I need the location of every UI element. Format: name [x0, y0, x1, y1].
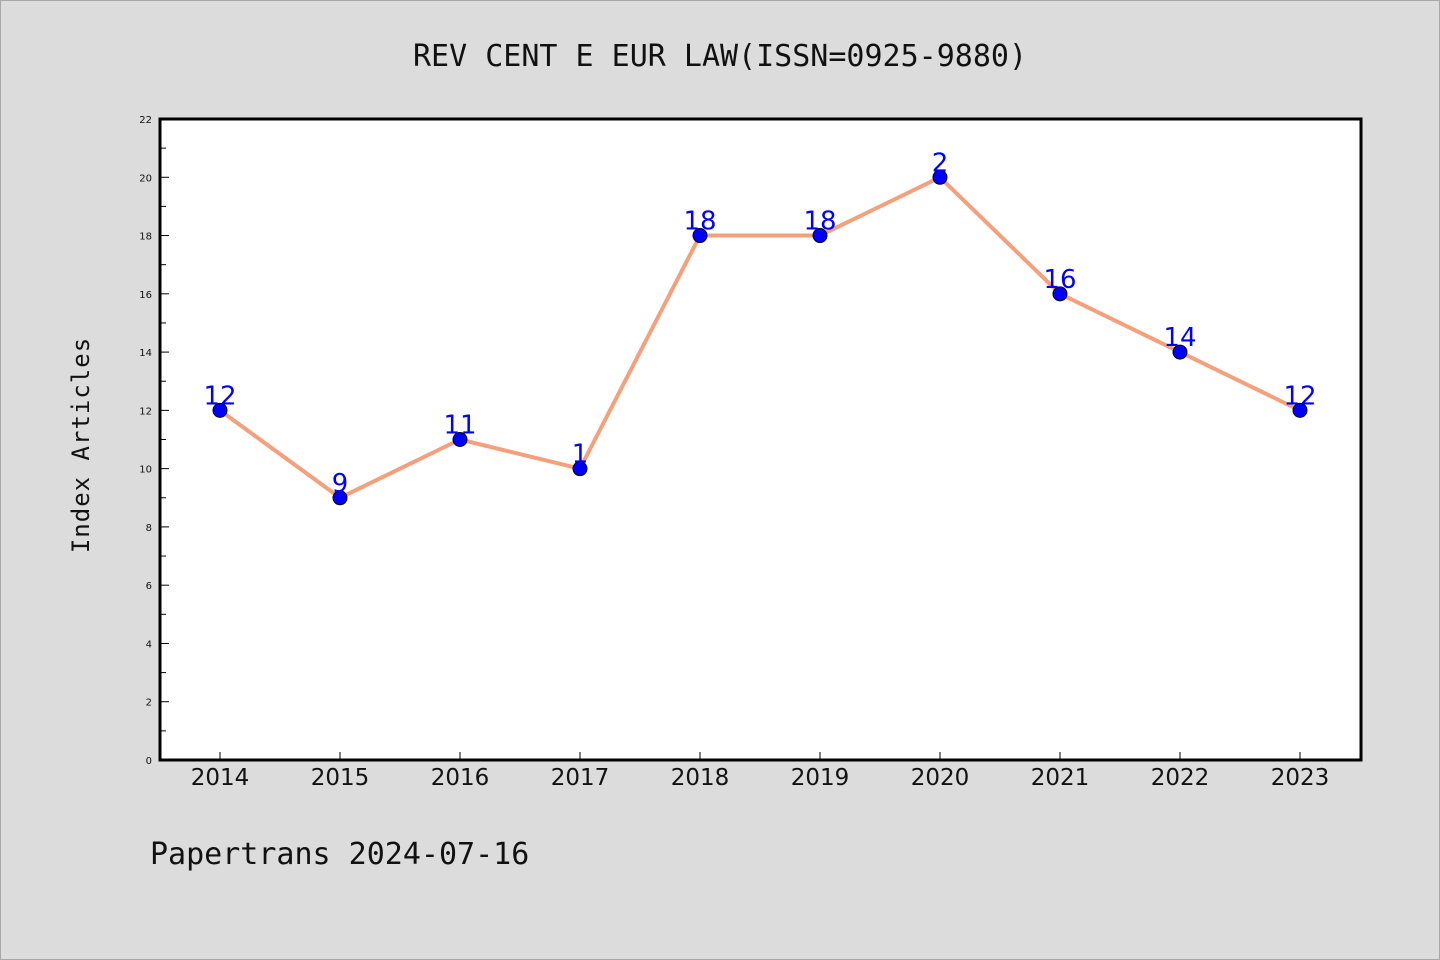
data-point [452, 432, 468, 447]
data-label: 14 [1163, 323, 1196, 353]
data-label: 1 [572, 440, 589, 470]
data-point [932, 169, 948, 185]
footer-credit: Papertrans 2024-07-16 [150, 837, 529, 872]
y-tick-label: 10 [139, 465, 152, 476]
data-label: 11 [443, 411, 476, 441]
x-tick-label: 2021 [1031, 765, 1090, 791]
x-tick-label: 2018 [671, 765, 730, 791]
y-tick-label: 18 [139, 232, 152, 243]
data-label: 16 [1043, 265, 1076, 295]
x-tick-label: 2022 [1151, 765, 1210, 791]
y-tick-label: 16 [139, 290, 152, 301]
x-axis: 2014 2015 2016 2017 2018 2019 2020 2021 2022 2023 [191, 752, 1330, 791]
x-tick-label: 2023 [1271, 765, 1330, 791]
data-label: 2 [932, 148, 949, 178]
data-label: 12 [1283, 381, 1316, 411]
y-tick-label: 8 [146, 523, 152, 534]
y-tick-label: 20 [139, 173, 152, 184]
x-tick-label: 2016 [431, 765, 490, 791]
y-tick-label: 6 [146, 581, 152, 592]
series-line [218, 175, 1302, 500]
y-axis: 0 2 4 6 8 10 12 14 16 18 20 22 [139, 115, 169, 767]
y-tick-label: 14 [139, 348, 152, 359]
data-label: 18 [683, 207, 716, 237]
data-point [692, 228, 708, 244]
data-point [1292, 402, 1308, 418]
data-point [1172, 344, 1188, 360]
x-tick-label: 2015 [311, 765, 370, 791]
plot-area [158, 117, 1363, 762]
x-tick-label: 2020 [911, 765, 970, 791]
y-tick-label: 12 [139, 406, 152, 417]
data-point [1052, 286, 1068, 302]
y-tick-label: 0 [146, 756, 152, 767]
data-label: 9 [332, 469, 349, 499]
x-tick-label: 2017 [551, 765, 610, 791]
data-label: 18 [803, 207, 836, 237]
y-tick-label: 4 [146, 639, 152, 650]
y-tick-label: 2 [146, 698, 152, 709]
data-point [812, 228, 828, 244]
y-tick-label: 22 [139, 115, 152, 126]
x-tick-label: 2014 [191, 765, 250, 791]
data-point [212, 402, 228, 418]
data-point [332, 490, 348, 506]
chart-title: REV CENT E EUR LAW(ISSN=0925-9880) [413, 39, 1027, 74]
data-markers [212, 169, 1308, 506]
y-axis-label: Index Articles [67, 337, 95, 553]
data-point [572, 461, 588, 477]
data-label: 12 [203, 381, 236, 411]
x-tick-label: 2019 [791, 765, 850, 791]
